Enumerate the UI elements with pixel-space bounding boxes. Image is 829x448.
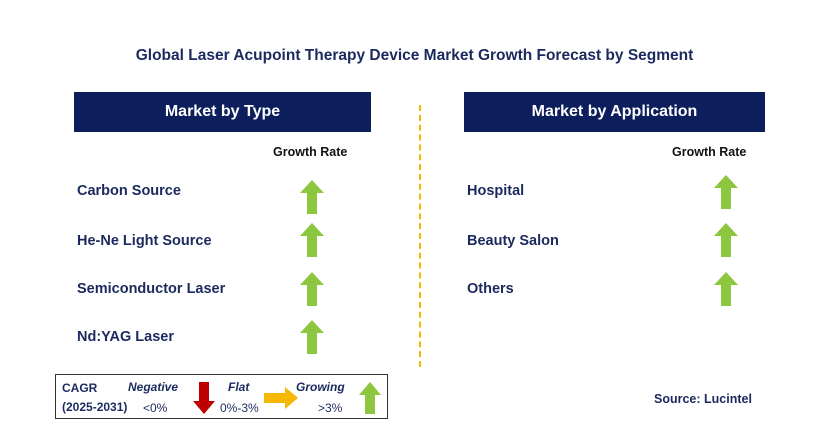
type-row-label: Nd:YAG Laser bbox=[77, 329, 174, 345]
application-growth-rate-label: Growth Rate bbox=[672, 145, 747, 159]
type-row-label: Semiconductor Laser bbox=[77, 281, 226, 297]
arrow-up-icon bbox=[300, 223, 324, 257]
legend-negative-range: <0% bbox=[143, 401, 168, 415]
legend-flat-range: 0%-3% bbox=[220, 401, 259, 415]
legend-negative-label: Negative bbox=[128, 380, 179, 394]
legend-period: (2025-2031) bbox=[62, 400, 128, 414]
legend-flat-label: Flat bbox=[228, 380, 250, 394]
arrow-up-icon bbox=[359, 382, 381, 414]
application-row-label: Others bbox=[467, 281, 514, 297]
type-growth-rate-label: Growth Rate bbox=[273, 145, 348, 159]
application-row-label: Beauty Salon bbox=[467, 233, 559, 249]
arrow-up-icon bbox=[714, 175, 738, 209]
arrow-right-icon bbox=[264, 387, 298, 409]
source-note: Source: Lucintel bbox=[654, 392, 752, 406]
type-row-label: Carbon Source bbox=[77, 183, 181, 199]
legend-growing-range: >3% bbox=[318, 401, 343, 415]
diagram-title: Global Laser Acupoint Therapy Device Mar… bbox=[135, 47, 694, 64]
arrow-up-icon bbox=[714, 272, 738, 306]
arrow-up-icon bbox=[300, 272, 324, 306]
cagr-legend: CAGR (2025-2031) Negative <0% Flat 0%-3%… bbox=[55, 374, 388, 419]
arrow-up-icon bbox=[300, 320, 324, 354]
legend-cagr-label: CAGR bbox=[62, 381, 98, 395]
arrow-down-icon bbox=[193, 382, 215, 414]
panel-divider bbox=[419, 105, 421, 367]
application-panel-header: Market by Application bbox=[464, 92, 765, 132]
type-row-label: He-Ne Light Source bbox=[77, 233, 212, 249]
arrow-up-icon bbox=[714, 223, 738, 257]
arrow-up-icon bbox=[300, 180, 324, 214]
legend-growing-label: Growing bbox=[296, 380, 345, 394]
type-panel-header: Market by Type bbox=[74, 92, 371, 132]
application-row-label: Hospital bbox=[467, 183, 525, 199]
